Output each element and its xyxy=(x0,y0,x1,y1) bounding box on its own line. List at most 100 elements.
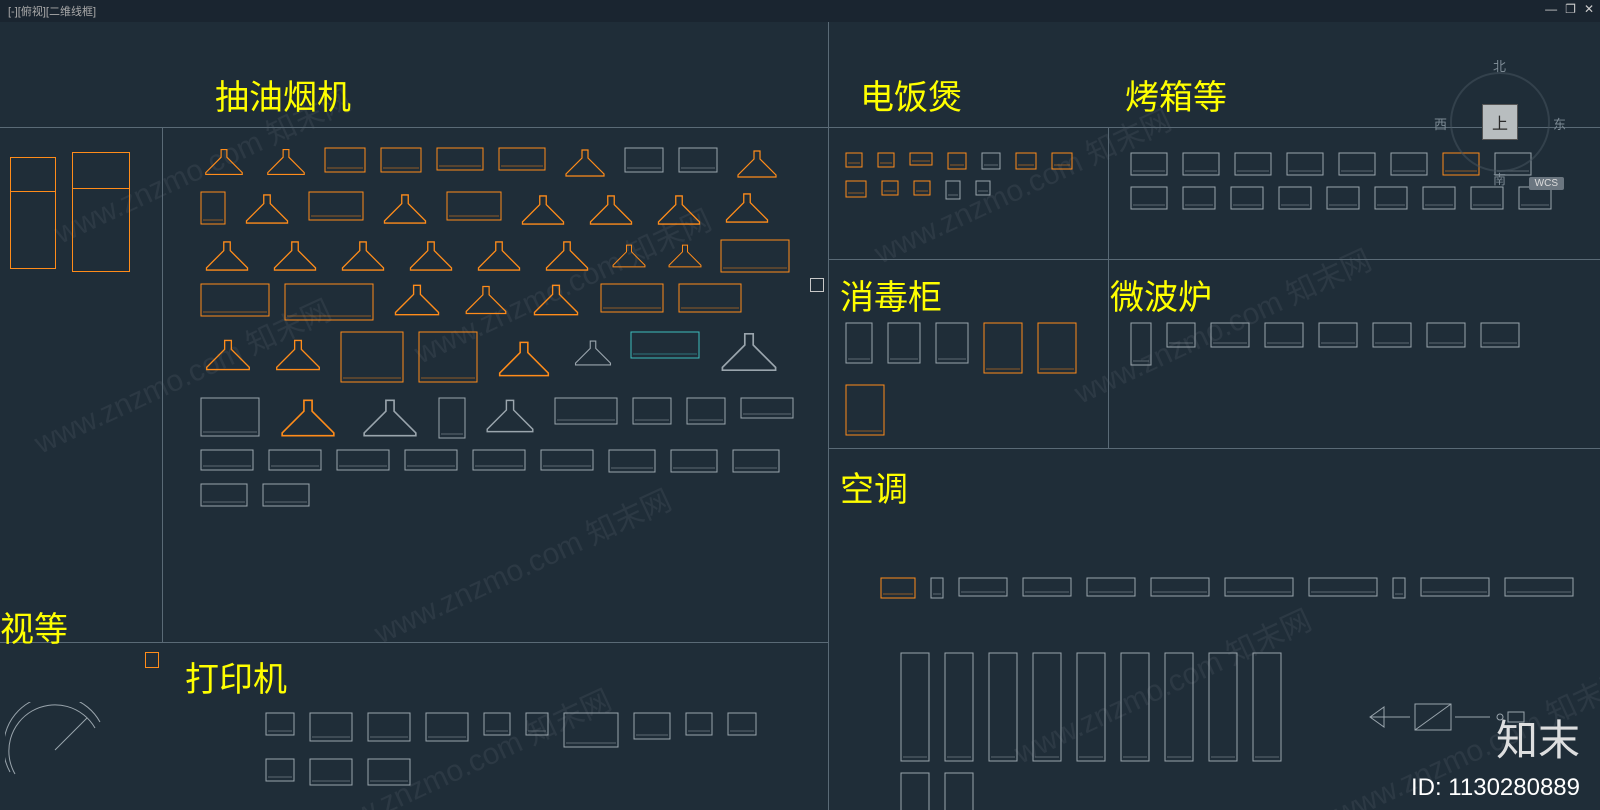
cad-block[interactable] xyxy=(1022,577,1072,597)
cad-block[interactable] xyxy=(608,239,650,273)
cad-block[interactable] xyxy=(1264,322,1304,348)
cad-block[interactable] xyxy=(516,191,570,229)
cad-block[interactable] xyxy=(492,331,556,387)
cad-block[interactable] xyxy=(498,147,546,171)
cad-block[interactable] xyxy=(367,758,411,786)
cad-block[interactable] xyxy=(1286,152,1324,176)
cad-block[interactable] xyxy=(608,449,656,473)
cad-block[interactable] xyxy=(887,322,921,364)
cad-block[interactable] xyxy=(1210,322,1250,348)
cad-block[interactable] xyxy=(845,384,885,436)
cad-block[interactable] xyxy=(200,147,248,177)
cad-block[interactable] xyxy=(1504,577,1574,597)
cad-block[interactable] xyxy=(944,652,974,762)
cad-block[interactable] xyxy=(720,239,790,273)
cad-block[interactable] xyxy=(1076,652,1106,762)
cad-block[interactable] xyxy=(446,191,502,221)
cad-block[interactable] xyxy=(404,239,458,273)
cad-block[interactable] xyxy=(1224,577,1294,597)
cad-block[interactable] xyxy=(664,239,706,273)
cad-block[interactable] xyxy=(540,449,594,471)
cad-block[interactable] xyxy=(570,331,616,375)
cad-block[interactable] xyxy=(983,322,1023,374)
cad-block[interactable] xyxy=(685,712,713,736)
cad-block[interactable] xyxy=(483,712,511,736)
cad-block[interactable] xyxy=(1426,322,1466,348)
cad-block[interactable] xyxy=(460,283,512,317)
fridge-block[interactable] xyxy=(72,152,130,272)
cad-block[interactable] xyxy=(1182,152,1220,176)
cad-block[interactable] xyxy=(436,147,484,171)
cad-block[interactable] xyxy=(309,712,353,742)
cad-block[interactable] xyxy=(525,712,549,736)
cad-block[interactable] xyxy=(340,331,404,383)
cad-block[interactable] xyxy=(265,712,295,736)
cad-block[interactable] xyxy=(881,180,899,196)
cad-block[interactable] xyxy=(200,483,248,507)
cad-block[interactable] xyxy=(472,239,526,273)
fridge-block[interactable] xyxy=(10,157,56,269)
cad-block[interactable] xyxy=(945,180,961,200)
close-button[interactable]: ✕ xyxy=(1584,2,1594,16)
viewcube-top-face[interactable]: 上 xyxy=(1482,104,1518,140)
cad-block[interactable] xyxy=(1164,652,1194,762)
viewcube[interactable]: 上 北 南 东 西 WCS xyxy=(1440,62,1560,182)
cad-block[interactable] xyxy=(262,147,310,177)
cad-block[interactable] xyxy=(1130,152,1168,176)
cad-block[interactable] xyxy=(1120,652,1150,762)
cad-block[interactable] xyxy=(200,331,256,379)
cad-block[interactable] xyxy=(686,397,726,425)
cad-block[interactable] xyxy=(1037,322,1077,374)
cad-block[interactable] xyxy=(309,758,353,786)
cad-block[interactable] xyxy=(336,239,390,273)
minimize-button[interactable]: — xyxy=(1545,2,1557,16)
cad-block[interactable] xyxy=(678,147,718,173)
cad-block[interactable] xyxy=(1480,322,1520,348)
cad-block[interactable] xyxy=(404,449,458,471)
cad-block[interactable] xyxy=(480,397,540,435)
cad-block[interactable] xyxy=(1032,652,1062,762)
cad-block[interactable] xyxy=(1234,152,1272,176)
cad-block[interactable] xyxy=(913,180,931,196)
cad-block[interactable] xyxy=(1051,152,1073,170)
cad-block[interactable] xyxy=(1182,186,1216,210)
cad-block[interactable] xyxy=(958,577,1008,597)
cad-block[interactable] xyxy=(732,449,780,473)
cad-block[interactable] xyxy=(268,239,322,273)
restore-button[interactable]: ❐ xyxy=(1565,2,1576,16)
cad-block[interactable] xyxy=(975,180,991,196)
cad-block[interactable] xyxy=(284,283,374,321)
cad-block[interactable] xyxy=(720,191,774,225)
cad-block[interactable] xyxy=(356,397,424,439)
cad-block[interactable] xyxy=(880,577,916,599)
cad-block[interactable] xyxy=(200,283,270,317)
cad-block[interactable] xyxy=(740,397,794,419)
cad-block[interactable] xyxy=(378,191,432,227)
cad-block[interactable] xyxy=(336,449,390,471)
cad-block[interactable] xyxy=(600,283,664,313)
cad-block[interactable] xyxy=(633,712,671,740)
cad-block[interactable] xyxy=(1372,322,1412,348)
cad-block[interactable] xyxy=(526,283,586,317)
cad-block[interactable] xyxy=(1015,152,1037,170)
cad-block[interactable] xyxy=(200,191,226,225)
cad-block[interactable] xyxy=(270,331,326,379)
cad-block[interactable] xyxy=(1230,186,1264,210)
small-block[interactable] xyxy=(145,652,159,668)
cad-block[interactable] xyxy=(324,147,366,173)
viewcube-wcs-badge[interactable]: WCS xyxy=(1529,177,1564,190)
cad-block[interactable] xyxy=(560,147,610,179)
cad-block[interactable] xyxy=(262,483,310,507)
cad-block[interactable] xyxy=(268,449,322,471)
cad-block[interactable] xyxy=(624,147,664,173)
cad-block[interactable] xyxy=(944,772,974,810)
cad-block[interactable] xyxy=(540,239,594,273)
cad-block[interactable] xyxy=(1318,322,1358,348)
cad-block[interactable] xyxy=(554,397,618,425)
cad-block[interactable] xyxy=(1252,652,1282,762)
cad-block[interactable] xyxy=(845,322,873,364)
cad-block[interactable] xyxy=(732,147,782,181)
cad-block[interactable] xyxy=(935,322,969,364)
cad-block[interactable] xyxy=(1420,577,1490,597)
cad-block[interactable] xyxy=(909,152,933,166)
